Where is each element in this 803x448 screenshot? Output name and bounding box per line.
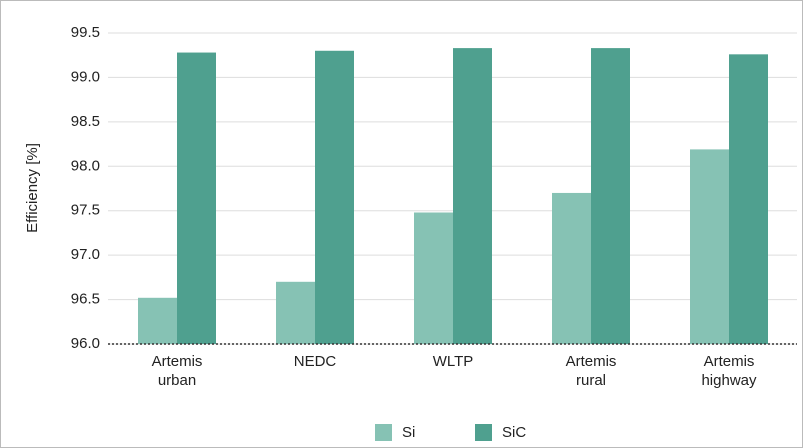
legend-swatch [475, 424, 492, 441]
y-axis-label: Efficiency [%] [24, 143, 41, 233]
x-tick-label: Artemis highway [701, 353, 757, 389]
bar [138, 297, 177, 344]
x-tick-label: WLTP [432, 353, 474, 370]
legend-swatch [375, 424, 392, 441]
y-tick-label: 96.0 [71, 335, 100, 352]
bar [591, 48, 630, 344]
legend-label: SiC [502, 424, 526, 441]
y-tick-label: 98.0 [71, 157, 100, 174]
y-tick-label: 99.0 [71, 68, 100, 85]
y-tick-label: 97.0 [71, 246, 100, 263]
bar [453, 48, 492, 344]
bar [414, 212, 453, 344]
legend-label: Si [402, 424, 415, 441]
y-tick-label: 98.5 [71, 113, 100, 130]
bar [552, 192, 591, 344]
bar [276, 281, 315, 344]
y-tick-label: 96.5 [71, 291, 100, 308]
bar [177, 52, 216, 344]
y-tick-label: 99.5 [71, 24, 100, 41]
y-tick-label: 97.5 [71, 202, 100, 219]
bar [315, 50, 354, 345]
x-tick-label: Artemis urban [151, 353, 203, 389]
bar [690, 149, 729, 344]
x-tick-label: NEDC [293, 353, 337, 370]
bar [729, 54, 768, 344]
x-tick-label: Artemis rural [565, 353, 617, 389]
